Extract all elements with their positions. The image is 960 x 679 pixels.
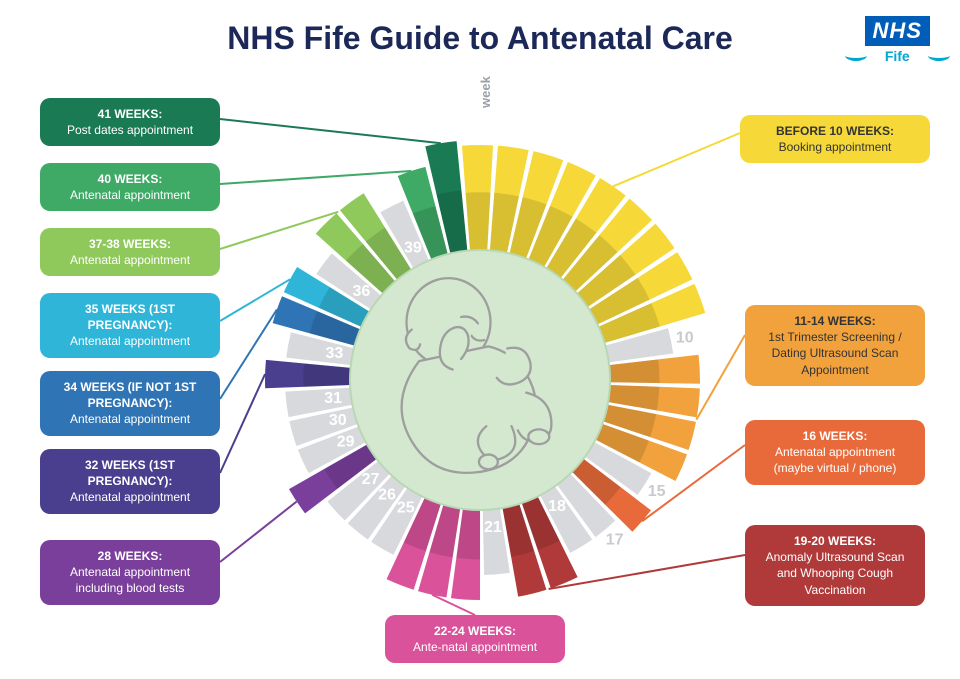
week-number-31: 31 (324, 390, 342, 407)
week-number-10: 10 (676, 330, 694, 347)
callout-title: 32 WEEKS (1st pregnancy): (52, 457, 208, 489)
callout-box: 41 WEEKS:Post dates appointment (40, 98, 220, 146)
week-number-17: 17 (606, 531, 624, 548)
callout-box: 16 WEEKS:Antenatal appointment (maybe vi… (745, 420, 925, 485)
callout-box: 35 WEEKS (1st pregnancy):Antenatal appoi… (40, 293, 220, 358)
callout-title: BEFORE 10 WEEKS: (752, 123, 918, 139)
callout-box: 34 WEEKS (if not 1st pregnancy):Antenata… (40, 371, 220, 436)
callout-desc: Antenatal appointment (52, 252, 208, 268)
week-number-30: 30 (329, 412, 347, 429)
week-number-27: 27 (362, 471, 380, 488)
week-number-18: 18 (548, 498, 566, 515)
callout-title: 37-38 WEEKS: (52, 236, 208, 252)
week-number-36: 36 (352, 283, 370, 300)
week-number-21: 21 (484, 519, 502, 536)
callout-box: 22-24 WEEKS:Ante-natal appointment (385, 615, 565, 663)
callout-title: 34 WEEKS (if not 1st pregnancy): (52, 379, 208, 411)
week-number-33: 33 (326, 345, 344, 362)
callout-box: 19-20 WEEKS:Anomaly Ultrasound Scan and … (745, 525, 925, 606)
callout-title: 40 WEEKS: (52, 171, 208, 187)
week-number-25: 25 (397, 500, 415, 517)
callout-title: 28 WEEKS: (52, 548, 208, 564)
callout-desc: Booking appointment (752, 139, 918, 155)
callout-box: BEFORE 10 WEEKS:Booking appointment (740, 115, 930, 163)
callout-desc: 1st Trimester Screening / Dating Ultraso… (757, 329, 913, 378)
callout-box: 11-14 WEEKS:1st Trimester Screening / Da… (745, 305, 925, 386)
callout-desc: Antenatal appointment (52, 333, 208, 349)
callout-desc: Antenatal appointment (maybe virtual / p… (757, 444, 913, 476)
callout-desc: Ante-natal appointment (397, 639, 553, 655)
callout-desc: Post dates appointment (52, 122, 208, 138)
callout-desc: Antenatal appointment including blood te… (52, 564, 208, 596)
callout-box: 32 WEEKS (1st pregnancy):Antenatal appoi… (40, 449, 220, 514)
callout-box: 28 WEEKS:Antenatal appointment including… (40, 540, 220, 605)
callout-title: 22-24 WEEKS: (397, 623, 553, 639)
week-number-29: 29 (337, 433, 355, 450)
callout-title: 35 WEEKS (1st pregnancy): (52, 301, 208, 333)
callout-title: 19-20 WEEKS: (757, 533, 913, 549)
callout-box: 40 WEEKS:Antenatal appointment (40, 163, 220, 211)
callout-title: 41 WEEKS: (52, 106, 208, 122)
callout-title: 16 WEEKS: (757, 428, 913, 444)
week-axis-label: week (478, 76, 493, 108)
callout-title: 11-14 WEEKS: (757, 313, 913, 329)
week-number-39: 39 (404, 240, 422, 257)
week-number-26: 26 (378, 487, 396, 504)
callout-desc: Antenatal appointment (52, 411, 208, 427)
callout-box: 37-38 WEEKS:Antenatal appointment (40, 228, 220, 276)
week-number-15: 15 (648, 483, 666, 500)
callout-desc: Antenatal appointment (52, 489, 208, 505)
callout-desc: Anomaly Ultrasound Scan and Whooping Cou… (757, 549, 913, 598)
callout-desc: Antenatal appointment (52, 187, 208, 203)
